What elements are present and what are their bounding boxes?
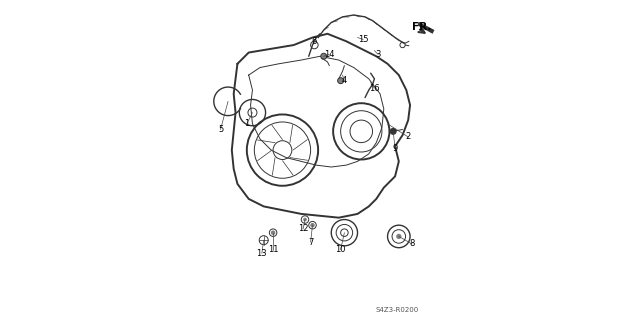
Circle shape [310, 223, 315, 227]
Text: 11: 11 [268, 245, 278, 254]
Text: 9: 9 [392, 144, 397, 153]
Polygon shape [417, 22, 435, 34]
Text: 8: 8 [409, 240, 415, 249]
Text: 12: 12 [298, 225, 308, 234]
Text: FR.: FR. [412, 22, 431, 32]
Circle shape [390, 128, 396, 134]
Circle shape [396, 234, 401, 239]
Circle shape [303, 218, 307, 221]
Text: 10: 10 [335, 245, 346, 254]
Text: 4: 4 [342, 76, 347, 85]
Text: 5: 5 [218, 125, 223, 134]
Text: 15: 15 [358, 35, 369, 44]
Text: S4Z3-R0200: S4Z3-R0200 [375, 307, 419, 313]
Text: 14: 14 [324, 50, 335, 59]
Text: 1: 1 [244, 119, 250, 128]
Text: 7: 7 [308, 238, 314, 247]
Circle shape [321, 53, 327, 59]
Text: 2: 2 [406, 132, 411, 142]
Text: 13: 13 [257, 249, 267, 258]
Circle shape [338, 78, 344, 84]
Text: 6: 6 [312, 37, 317, 46]
Text: 3: 3 [376, 50, 381, 59]
Circle shape [271, 230, 275, 235]
Text: 16: 16 [369, 84, 380, 93]
